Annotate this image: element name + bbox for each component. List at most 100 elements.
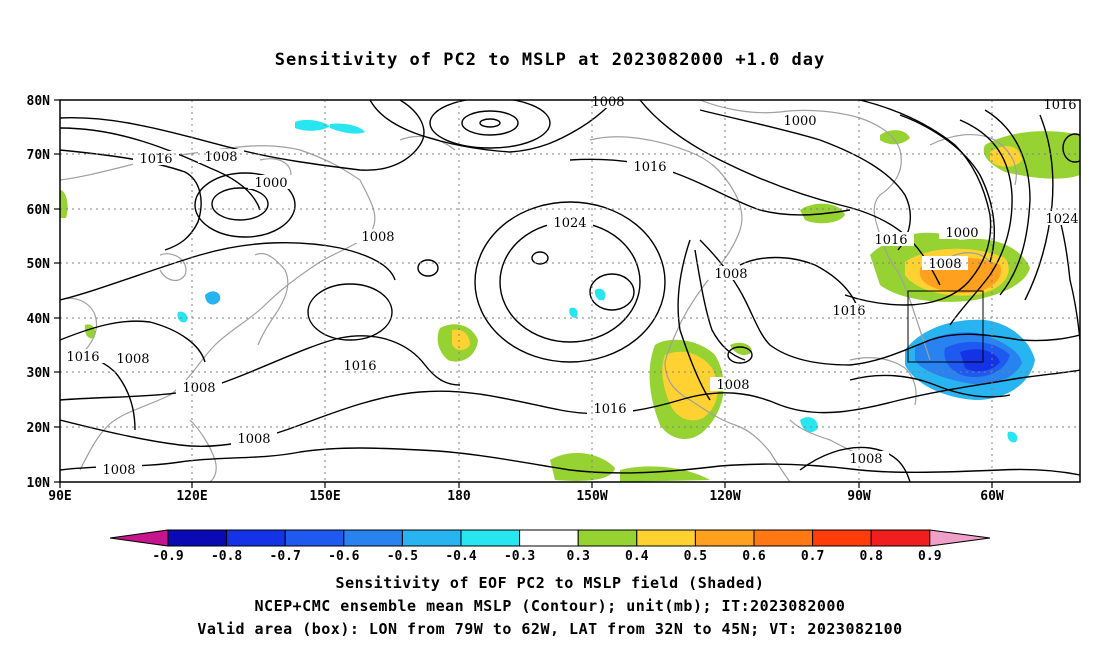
shade-positive-dateline-yellow: [452, 329, 470, 351]
shade-positive-south: [550, 453, 615, 481]
x-tick-label: 60W: [980, 489, 1004, 504]
colorbar-segment: [343, 529, 403, 547]
x-tick-label: 90E: [48, 489, 71, 504]
contour-label: 1016: [593, 402, 626, 417]
y-tick-label: 80N: [27, 94, 51, 109]
contour-label: 1008: [849, 452, 882, 467]
shade-positive-north: [983, 131, 1080, 179]
caption-contour: NCEP+CMC ensemble mean MSLP (Contour); u…: [254, 597, 846, 615]
colorbar-label: -0.8: [211, 549, 242, 564]
colorbar-segment: [636, 529, 696, 547]
shade-positive-cuba: [730, 342, 752, 356]
caption-valid-area: Valid area (box): LON from 79W to 62W, L…: [197, 620, 903, 638]
contour-label: 1008: [714, 267, 747, 282]
colorbar-label: -0.6: [328, 549, 359, 564]
gridlines: [60, 100, 1080, 482]
shade-negative-japan-2: [177, 311, 188, 323]
contour-label: 1008: [182, 381, 215, 396]
colorbar-label: 0.6: [742, 549, 766, 564]
shade-negative-arctic-2: [330, 123, 365, 134]
shade-negative-gulf: [800, 417, 818, 433]
x-tick-label: 150W: [576, 489, 607, 504]
contour-label: 1000: [254, 176, 287, 191]
x-tick-label: 120E: [176, 489, 207, 504]
contour-label: 1016: [1043, 98, 1076, 113]
y-tick-label: 60N: [27, 203, 51, 218]
colorbar-segment: [519, 529, 579, 547]
colorbar-segment: [812, 529, 872, 547]
x-tick-label: 120W: [709, 489, 740, 504]
contour-label: 1008: [928, 257, 961, 272]
shade-positive-west: [60, 190, 68, 218]
contour-label: 1016: [832, 304, 865, 319]
shade-negative-pacific-2: [569, 307, 578, 318]
sensitivity-shading: [60, 119, 1080, 482]
contour-label: 1016: [874, 233, 907, 248]
contour-label: 1016: [139, 152, 172, 167]
x-axis-labels: 90E 120E 150E 180 150W 120W 90W 60W: [48, 489, 1004, 504]
contour-label: 1024: [553, 216, 586, 231]
shade-negative-japan: [205, 291, 221, 305]
colorbar-segment: [753, 529, 814, 547]
colorbar-label: -0.7: [270, 549, 301, 564]
contour-labels: 1008 1016 1016 1008 1000 1008 1000 1016 …: [60, 94, 1080, 478]
colorbar-label: 0.7: [801, 549, 824, 564]
contour-label: 1008: [237, 432, 270, 447]
contour-label: 1008: [591, 95, 624, 110]
colorbar-label: -0.9: [152, 549, 183, 564]
colorbar: -0.9 -0.8 -0.7 -0.6 -0.5 -0.4 -0.3 0.3 0…: [109, 529, 991, 564]
colorbar-left-arrow: [109, 529, 169, 547]
y-axis-labels: 10N 20N 30N 40N 50N 60N 70N 80N: [27, 94, 51, 491]
shade-negative-pacific: [594, 288, 606, 301]
colorbar-right-arrow: [929, 529, 991, 547]
y-tick-label: 20N: [27, 421, 51, 436]
contour-label: 1024: [1045, 212, 1078, 227]
shade-negative-dark: [960, 349, 1000, 372]
contour-label: 1008: [716, 378, 749, 393]
y-tick-label: 10N: [27, 476, 51, 491]
contour-label: 1008: [204, 150, 237, 165]
contour-label: 1000: [783, 114, 816, 129]
y-tick-label: 30N: [27, 366, 51, 381]
colorbar-segment: [460, 529, 521, 547]
x-tick-label: 150E: [309, 489, 340, 504]
y-tick-label: 50N: [27, 257, 51, 272]
colorbar-segment: [870, 529, 931, 547]
shade-positive-mexico-yellow: [662, 351, 718, 421]
shade-positive-green-3: [880, 130, 910, 145]
contour-label: 1016: [66, 350, 99, 365]
shade-negative-atlantic: [1007, 431, 1018, 443]
colorbar-label: -0.3: [504, 549, 535, 564]
colorbar-segment: [401, 529, 462, 547]
caption-shading: Sensitivity of EOF PC2 to MSLP field (Sh…: [335, 574, 765, 592]
colorbar-segment: [577, 529, 638, 547]
x-tick-label: 180: [447, 489, 471, 504]
contour-label: 1008: [361, 230, 394, 245]
colorbar-label: 0.5: [684, 549, 707, 564]
contour-label: 1008: [102, 463, 135, 478]
x-tick-label: 90W: [847, 489, 871, 504]
shade-positive-south-2: [620, 466, 710, 482]
colorbar-segment: [694, 529, 755, 547]
colorbar-segment: [167, 529, 228, 547]
colorbar-label: -0.5: [387, 549, 418, 564]
colorbar-segment: [226, 529, 286, 547]
colorbar-label: 0.9: [918, 549, 941, 564]
map-title: Sensitivity of PC2 to MSLP at 2023082000…: [274, 50, 826, 70]
contour-label: 1016: [343, 359, 376, 374]
colorbar-label: 0.4: [625, 549, 649, 564]
y-tick-label: 70N: [27, 148, 51, 163]
colorbar-label: 0.8: [859, 549, 883, 564]
map-frame: [59, 99, 1081, 483]
y-tick-label: 40N: [27, 312, 51, 327]
contour-label: 1000: [945, 226, 978, 241]
valid-area-box: [907, 290, 984, 363]
axis-ticks: [54, 99, 993, 488]
colorbar-label: -0.4: [445, 549, 476, 564]
colorbar-label: 0.3: [566, 549, 589, 564]
contour-label: 1016: [633, 160, 666, 175]
shade-negative-arctic: [295, 119, 330, 131]
contour-label: 1008: [116, 352, 149, 367]
colorbar-segment: [284, 529, 345, 547]
